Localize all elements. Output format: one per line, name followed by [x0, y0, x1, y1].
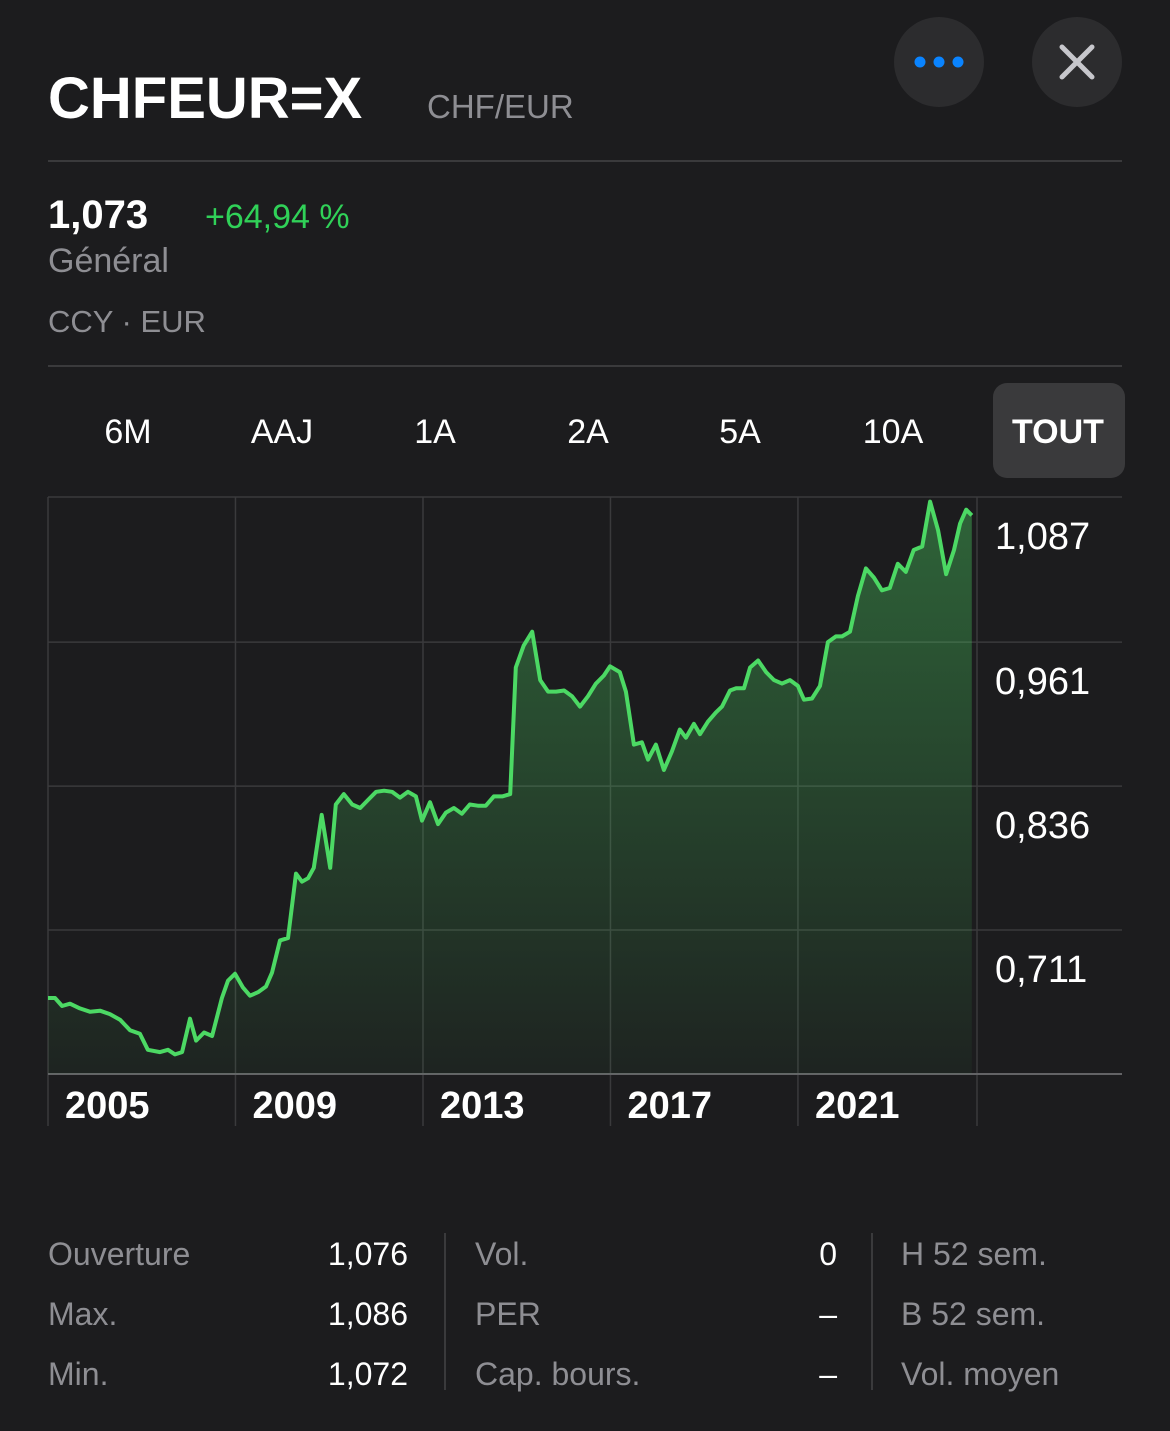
dot: [933, 56, 945, 68]
stat-label: H 52 sem.: [901, 1236, 1047, 1272]
tab[interactable]: 10A: [863, 413, 924, 451]
range-tabs: 6M AAJ 1A 2A 5A 10A TOUT: [104, 383, 1125, 478]
stat-value: 1,076: [328, 1236, 408, 1272]
stat-label: Max.: [48, 1296, 117, 1332]
tab[interactable]: AAJ: [251, 413, 313, 451]
close-icon: [1059, 44, 1095, 80]
stat-label: Vol. moyen: [901, 1356, 1059, 1392]
close-button[interactable]: [1032, 17, 1122, 107]
selected-tab[interactable]: TOUT: [1012, 413, 1104, 451]
x-tick-label: 2005: [65, 1085, 150, 1127]
stat-value: 1,086: [328, 1296, 408, 1332]
price-label: Général: [48, 242, 169, 280]
y-tick-label: 1,087: [995, 516, 1090, 558]
x-tick-label: 2009: [252, 1085, 337, 1127]
symbol: CHFEUR=X: [48, 66, 363, 131]
area: [48, 501, 972, 1075]
exchange: CCY · EUR: [48, 304, 206, 339]
chart: 1,087 0,961 0,836 0,711 2005 2009 2013 2017 2021: [47, 496, 1122, 1127]
stats: Ouverture 1,076 Max. 1,086 Min. 1,072 Vol. 0 PER…: [48, 1233, 1059, 1392]
stat-label: PER: [475, 1296, 541, 1332]
stat-label: Vol.: [475, 1236, 528, 1272]
tab[interactable]: 2A: [567, 413, 609, 451]
symbol-name: CHF/EUR: [427, 88, 574, 125]
y-tick-label: 0,711: [995, 949, 1087, 991]
stat-label: Min.: [48, 1356, 108, 1392]
tab[interactable]: 6M: [104, 413, 151, 451]
price: 1,073: [48, 193, 148, 237]
y-tick-label: 0,836: [995, 805, 1090, 847]
stat-label: B 52 sem.: [901, 1296, 1045, 1332]
y-tick-label: 0,961: [995, 661, 1090, 703]
stat-label: Ouverture: [48, 1236, 190, 1272]
stat-value: –: [819, 1356, 837, 1392]
stat-value: 1,072: [328, 1356, 408, 1392]
more-button[interactable]: [894, 17, 984, 107]
tab[interactable]: 1A: [414, 413, 456, 451]
change: +64,94 %: [205, 198, 350, 236]
stat-label: Cap. bours.: [475, 1356, 640, 1392]
dot: [952, 56, 964, 68]
x-tick-label: 2013: [440, 1085, 525, 1127]
x-tick-label: 2021: [815, 1085, 900, 1127]
dot: [914, 56, 926, 68]
selected-tab-bg[interactable]: [993, 383, 1125, 478]
x-tick-label: 2017: [627, 1085, 712, 1127]
tab[interactable]: 5A: [719, 413, 761, 451]
stat-value: 0: [819, 1236, 837, 1272]
price-line: [48, 499, 974, 1057]
stat-value: –: [819, 1296, 837, 1332]
